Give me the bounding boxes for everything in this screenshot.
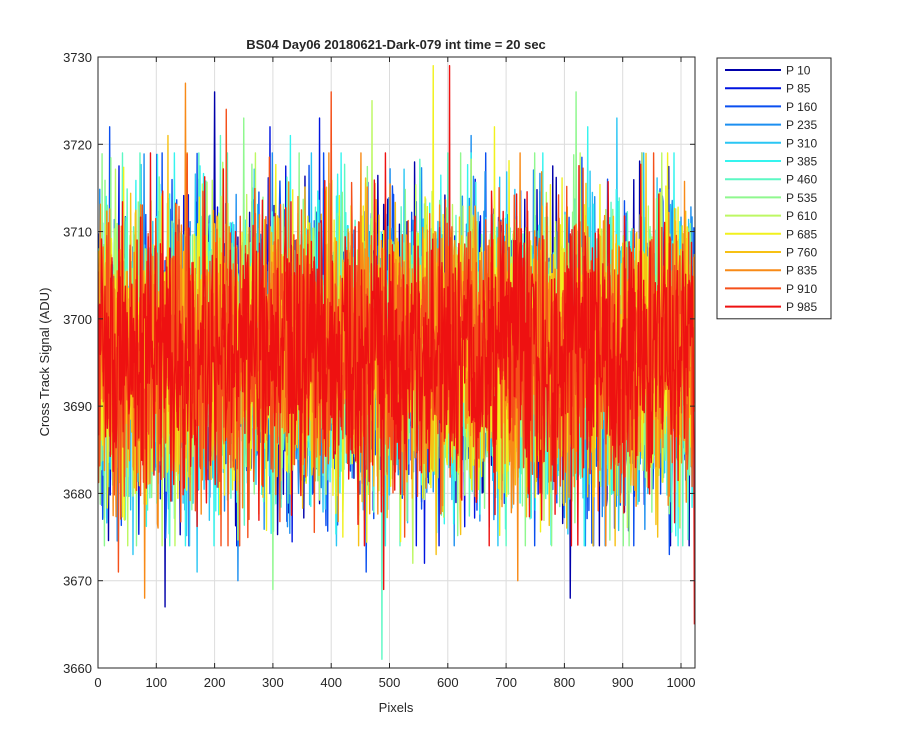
legend-label: P 235 [786, 118, 817, 132]
x-tick-label: 100 [145, 675, 167, 690]
legend-label: P 460 [786, 173, 817, 187]
y-tick-label: 3730 [63, 50, 92, 65]
y-tick-label: 3700 [63, 312, 92, 327]
y-tick-label: 3670 [63, 574, 92, 589]
y-tick-label: 3690 [63, 399, 92, 414]
legend-label: P 10 [786, 64, 811, 78]
legend-label: P 160 [786, 100, 817, 114]
x-tick-label: 700 [495, 675, 517, 690]
x-axis-label: Pixels [379, 700, 414, 715]
x-tick-label: 400 [320, 675, 342, 690]
x-tick-label: 800 [554, 675, 576, 690]
x-tick-label: 600 [437, 675, 459, 690]
x-tick-label: 300 [262, 675, 284, 690]
legend-label: P 685 [786, 227, 817, 241]
legend: P 10 P 85 P 160 P 235 P 310 P 385 P 460 P 535 P … [716, 57, 832, 320]
axis-ticks: 0 100 200 300 400 500 600 700 800 900 1000 3660 3670… [63, 50, 695, 690]
series-lines [98, 65, 695, 660]
legend-label: P 985 [786, 300, 817, 314]
x-tick-label: 900 [612, 675, 634, 690]
chart-title: BS04 Day06 20180621-Dark-079 int time = … [246, 37, 546, 52]
legend-label: P 760 [786, 246, 817, 260]
y-tick-label: 3680 [63, 486, 92, 501]
y-tick-label: 3710 [63, 225, 92, 240]
x-tick-label: 0 [94, 675, 101, 690]
legend-label: P 535 [786, 191, 817, 205]
x-tick-label: 200 [204, 675, 226, 690]
y-tick-label: 3660 [63, 661, 92, 676]
legend-label: P 385 [786, 155, 817, 169]
legend-label: P 610 [786, 209, 817, 223]
legend-label: P 910 [786, 282, 817, 296]
legend-box [716, 57, 832, 320]
legend-label: P 85 [786, 82, 811, 96]
plot-area-frame [97, 56, 696, 669]
series-line-p985 [98, 65, 695, 625]
x-tick-label: 1000 [667, 675, 696, 690]
legend-label: P 835 [786, 264, 817, 278]
x-tick-label: 500 [379, 675, 401, 690]
legend-label: P 310 [786, 136, 817, 150]
y-tick-label: 3720 [63, 137, 92, 152]
y-axis-label: Cross Track Signal (ADU) [37, 288, 52, 437]
